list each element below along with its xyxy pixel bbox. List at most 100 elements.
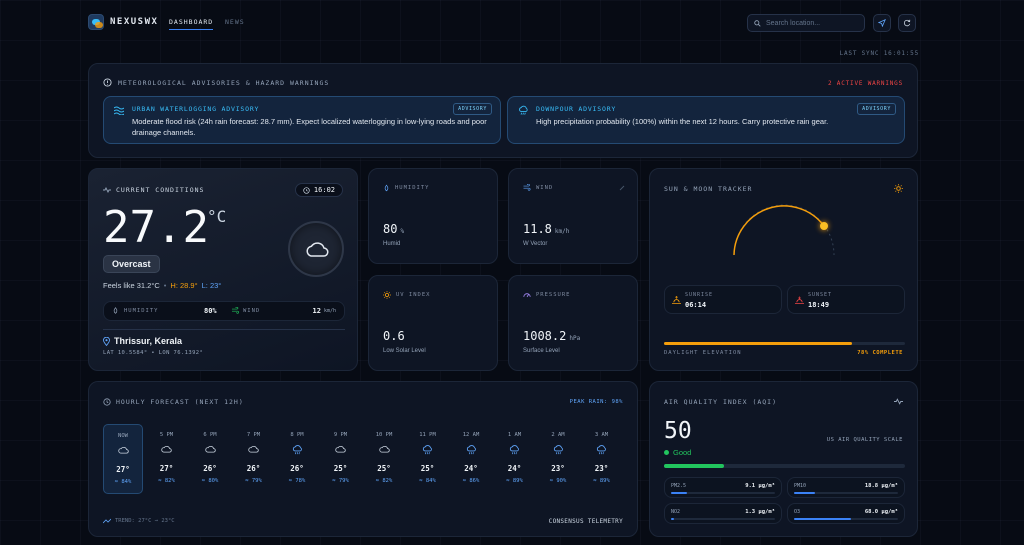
sun-title: SUN & MOON TRACKER	[664, 185, 753, 193]
aqi-track	[664, 464, 905, 468]
cloud-rain-icon	[582, 445, 622, 455]
brand[interactable]: NEXUSWX	[88, 14, 158, 30]
hour-temp: 24°	[464, 464, 478, 473]
sun-icon	[894, 184, 903, 193]
advisory-badge: ADVISORY	[453, 103, 492, 115]
hour-temp: 23°	[594, 464, 609, 473]
daylight-track	[664, 342, 905, 345]
hour-label: 9 PM	[333, 432, 348, 438]
metric-unit: %	[400, 228, 405, 235]
sunrise-card: SUNRISE 06:14	[664, 285, 782, 314]
cloud-icon	[190, 445, 230, 453]
location-name: Thrissur, Kerala	[114, 336, 183, 346]
daylight-value: 78% COMPLETE	[857, 350, 903, 356]
sunset-icon	[795, 296, 804, 305]
pollutant-track	[794, 492, 898, 494]
advisory-text: Moderate flood risk (24h rain forecast: …	[132, 117, 487, 137]
metric-unit: km/h	[554, 228, 570, 235]
nav-news[interactable]: NEWS	[225, 18, 245, 26]
cloud-icon	[104, 446, 142, 454]
hour-humidity: ≈ 80%	[201, 478, 219, 484]
activity-icon	[103, 187, 111, 193]
advisory-title: URBAN WATERLOGGING ADVISORY	[132, 105, 260, 113]
metric-card-wind: WIND 11.8 km/h W Vector	[508, 168, 638, 264]
search-icon	[754, 19, 761, 27]
metric-label: WIND	[536, 184, 554, 191]
pollutant-track	[671, 492, 775, 494]
metric-value: 0.6	[383, 329, 405, 343]
current-title: CURRENT CONDITIONS	[116, 186, 205, 194]
hourly-forecast-panel: HOURLY FORECAST (NEXT 12H) PEAK RAIN: 98…	[88, 381, 638, 537]
sun-position-dot	[820, 222, 828, 230]
hour-column[interactable]: 11 PM 25° ≈ 84%	[408, 424, 448, 494]
condition-icon	[288, 221, 344, 277]
hour-column[interactable]: 5 PM 27° ≈ 82%	[147, 424, 187, 494]
hourly-list: NOW 27° ≈ 84% 5 PM 27° ≈ 82% 6 PM 26° ≈ 80% 7 PM 2…	[103, 424, 625, 494]
advisories-panel: METEOROLOGICAL ADVISORIES & HAZARD WARNI…	[88, 63, 918, 158]
pollutant-card: O3 68.0 μg/m³	[787, 503, 905, 524]
hourly-title: HOURLY FORECAST (NEXT 12H)	[116, 398, 244, 406]
hour-column[interactable]: 9 PM 25° ≈ 79%	[321, 424, 361, 494]
direction-arrow-icon	[619, 185, 625, 191]
hour-label: 2 AM	[551, 432, 565, 438]
aqi-panel: AIR QUALITY INDEX (AQI) 50 Good US AIR Q…	[649, 381, 918, 537]
pollutant-card: NO2 1.3 μg/m³	[664, 503, 782, 524]
nav-dashboard[interactable]: DASHBOARD	[169, 18, 214, 30]
hour-column[interactable]: 10 PM 25° ≈ 82%	[364, 424, 404, 494]
pollutant-value: 9.1 μg/m³	[745, 483, 775, 489]
aqi-level-bar	[664, 464, 725, 468]
hour-temp: 25°	[333, 464, 348, 473]
droplet-icon	[384, 184, 389, 192]
cloud-icon	[234, 445, 274, 453]
hour-column[interactable]: 7 PM 26° ≈ 79%	[234, 424, 274, 494]
pollutant-name: PM2.5	[671, 483, 687, 489]
cloud-rain-icon	[538, 445, 578, 455]
hour-column[interactable]: NOW 27° ≈ 84%	[103, 424, 143, 494]
low-temp: L: 23°	[201, 281, 222, 290]
hour-label: 1 AM	[507, 432, 522, 438]
hour-column[interactable]: 1 AM 24° ≈ 89%	[495, 424, 535, 494]
search-placeholder: Search location...	[766, 19, 821, 27]
hour-temp: 24°	[507, 464, 522, 473]
app-name: NEXUSWX	[110, 17, 159, 27]
humidity-value: 80%	[204, 307, 217, 315]
hour-temp: 26°	[203, 464, 217, 473]
cloud-rain-icon	[451, 445, 491, 455]
sun-icon	[383, 291, 391, 299]
locate-button[interactable]	[873, 14, 891, 32]
advisory-card[interactable]: URBAN WATERLOGGING ADVISORY ADVISORY Mod…	[103, 96, 501, 144]
hour-label: 5 PM	[159, 432, 174, 438]
refresh-button[interactable]	[898, 14, 916, 32]
pollutant-name: PM10	[794, 483, 807, 489]
hour-column[interactable]: 12 AM 24° ≈ 86%	[451, 424, 491, 494]
metric-value: 1008.2	[523, 329, 567, 343]
time-badge: 16:02	[294, 183, 343, 197]
aqi-title: AIR QUALITY INDEX (AQI)	[664, 398, 778, 406]
cloud-icon	[321, 445, 361, 453]
wind-icon	[523, 184, 531, 191]
metric-sub: Surface Level	[523, 348, 560, 354]
pollutant-card: PM2.5 9.1 μg/m³	[664, 477, 782, 498]
hour-humidity: ≈ 82%	[158, 478, 175, 484]
hour-column[interactable]: 8 PM 26° ≈ 78%	[277, 424, 317, 494]
metric-card-humidity: HUMIDITY 80 % Humid	[368, 168, 498, 264]
hour-humidity: ≈ 86%	[462, 478, 480, 484]
pollutant-level	[794, 492, 815, 494]
metric-sub: Humid	[383, 241, 401, 247]
warning-count: 2 ACTIVE WARNINGS	[827, 80, 903, 87]
advisory-card[interactable]: DOWNPOUR ADVISORY ADVISORY High precipit…	[507, 96, 905, 144]
hour-label: NOW	[118, 433, 128, 439]
search-input[interactable]: Search location...	[747, 14, 865, 32]
good-dot	[664, 450, 669, 455]
hour-humidity: ≈ 84%	[419, 478, 436, 484]
hour-temp: 25°	[420, 464, 435, 473]
aqi-scale: US AIR QUALITY SCALE	[826, 437, 903, 443]
hour-column[interactable]: 2 AM 23° ≈ 90%	[538, 424, 578, 494]
hour-column[interactable]: 6 PM 26° ≈ 80%	[190, 424, 230, 494]
metric-card-uv: UV INDEX 0.6 Low Solar Level	[368, 275, 498, 371]
hour-temp: 27°	[116, 465, 130, 474]
wind-label: WIND	[243, 307, 261, 314]
pollutant-level	[671, 518, 675, 520]
hour-column[interactable]: 3 AM 23° ≈ 89%	[582, 424, 622, 494]
clock-icon	[303, 186, 310, 194]
